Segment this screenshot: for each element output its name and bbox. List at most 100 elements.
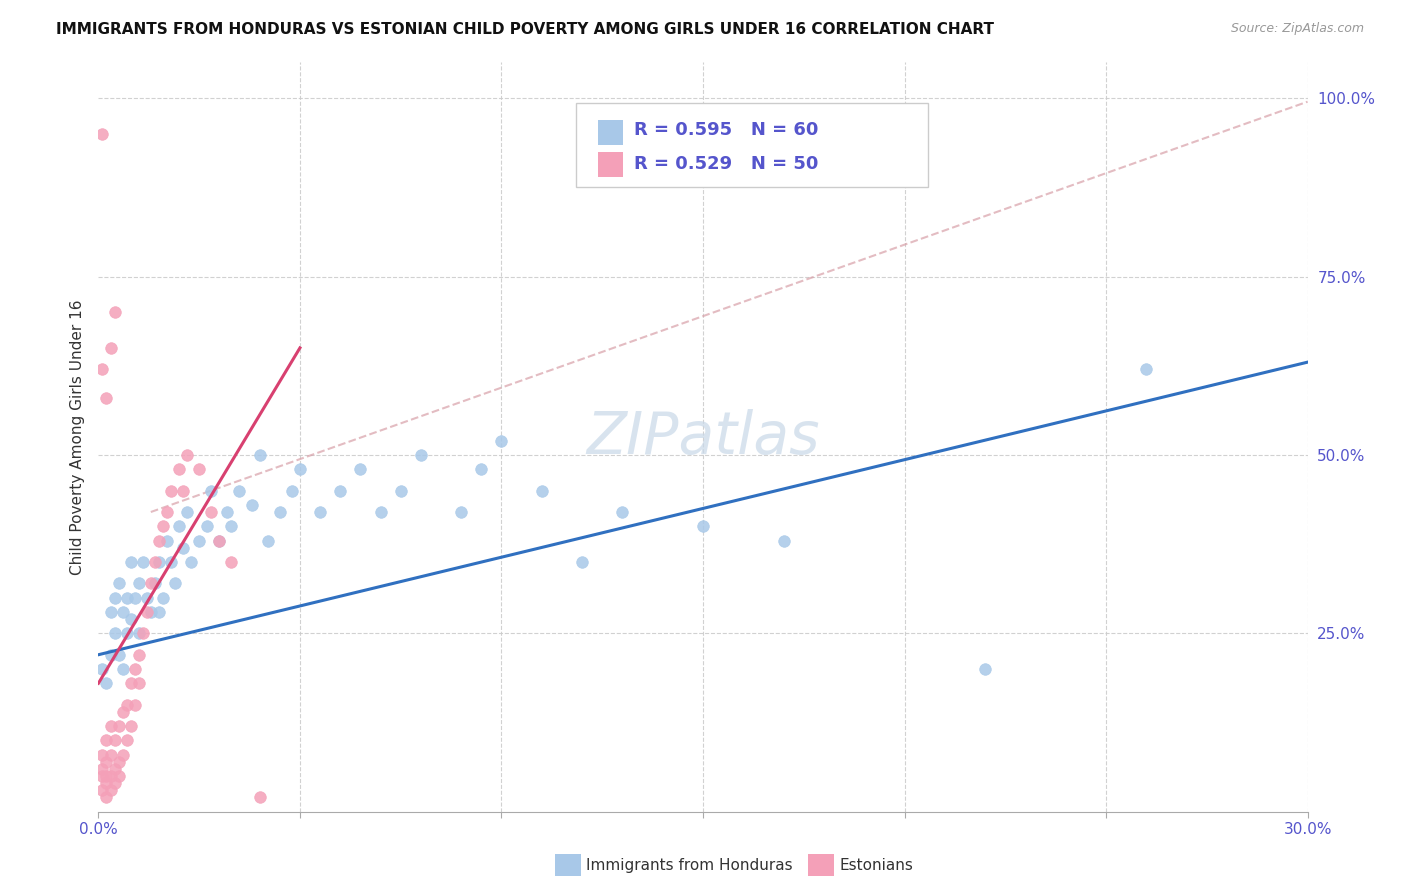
Point bbox=[269, 505, 291, 519]
Point bbox=[148, 555, 170, 569]
Point bbox=[249, 448, 271, 462]
Point bbox=[135, 591, 157, 605]
Text: Estonians: Estonians bbox=[839, 858, 914, 872]
Point bbox=[91, 747, 114, 762]
Point bbox=[288, 462, 311, 476]
Point bbox=[100, 747, 122, 762]
Point bbox=[249, 790, 271, 805]
Point bbox=[91, 762, 114, 776]
Y-axis label: Child Poverty Among Girls Under 16: Child Poverty Among Girls Under 16 bbox=[69, 300, 84, 574]
Point bbox=[100, 341, 122, 355]
Point bbox=[91, 769, 114, 783]
Point bbox=[124, 591, 146, 605]
Point bbox=[100, 605, 122, 619]
Point bbox=[128, 676, 150, 690]
Point bbox=[156, 533, 179, 548]
Point bbox=[188, 462, 211, 476]
Point bbox=[188, 533, 211, 548]
Point bbox=[111, 605, 134, 619]
Point bbox=[124, 662, 146, 676]
Point bbox=[281, 483, 304, 498]
Point bbox=[180, 555, 202, 569]
Point bbox=[120, 612, 142, 626]
Point bbox=[148, 605, 170, 619]
Point bbox=[370, 505, 392, 519]
Point bbox=[107, 576, 129, 591]
Point bbox=[100, 648, 122, 662]
Point bbox=[143, 555, 166, 569]
Point bbox=[115, 733, 138, 747]
Point bbox=[115, 626, 138, 640]
Point bbox=[240, 498, 263, 512]
Point bbox=[107, 719, 129, 733]
Point bbox=[91, 362, 114, 376]
Point bbox=[172, 483, 194, 498]
Point bbox=[208, 533, 231, 548]
Point bbox=[156, 505, 179, 519]
Text: Immigrants from Honduras: Immigrants from Honduras bbox=[586, 858, 793, 872]
Point bbox=[124, 698, 146, 712]
Point bbox=[115, 698, 138, 712]
Point bbox=[103, 776, 125, 790]
Point bbox=[195, 519, 218, 533]
Point bbox=[96, 776, 118, 790]
Point bbox=[96, 769, 118, 783]
Point bbox=[148, 533, 170, 548]
Point bbox=[176, 448, 198, 462]
Point bbox=[139, 576, 162, 591]
Point bbox=[200, 483, 222, 498]
Point bbox=[309, 505, 332, 519]
Point bbox=[530, 483, 553, 498]
Point bbox=[128, 648, 150, 662]
Point bbox=[107, 755, 129, 769]
Point bbox=[100, 769, 122, 783]
Point bbox=[571, 555, 593, 569]
Text: R = 0.595   N = 60: R = 0.595 N = 60 bbox=[634, 121, 818, 139]
Point bbox=[172, 541, 194, 555]
Point bbox=[100, 783, 122, 797]
Point bbox=[208, 533, 231, 548]
Point bbox=[120, 676, 142, 690]
Point bbox=[91, 783, 114, 797]
Point bbox=[91, 662, 114, 676]
Point bbox=[107, 648, 129, 662]
Point bbox=[103, 626, 125, 640]
Point bbox=[111, 705, 134, 719]
Point bbox=[96, 676, 118, 690]
Point bbox=[160, 555, 183, 569]
Point bbox=[217, 505, 239, 519]
Point bbox=[228, 483, 250, 498]
Point bbox=[128, 626, 150, 640]
Point bbox=[329, 483, 352, 498]
Point bbox=[103, 591, 125, 605]
Point bbox=[96, 391, 118, 405]
Point bbox=[1135, 362, 1157, 376]
Point bbox=[143, 576, 166, 591]
Point bbox=[115, 591, 138, 605]
Point bbox=[167, 519, 190, 533]
Point bbox=[139, 605, 162, 619]
Point bbox=[96, 733, 118, 747]
Point bbox=[103, 305, 125, 319]
Point bbox=[96, 755, 118, 769]
Point bbox=[167, 462, 190, 476]
Point bbox=[128, 576, 150, 591]
Point bbox=[772, 533, 794, 548]
Text: ZIPatlas: ZIPatlas bbox=[586, 409, 820, 466]
Point bbox=[132, 555, 155, 569]
Point bbox=[256, 533, 278, 548]
Point bbox=[132, 626, 155, 640]
Point bbox=[349, 462, 371, 476]
Point bbox=[176, 505, 198, 519]
Point bbox=[103, 762, 125, 776]
Point bbox=[612, 505, 634, 519]
Point bbox=[221, 519, 243, 533]
Point bbox=[450, 505, 472, 519]
Point bbox=[111, 662, 134, 676]
Point bbox=[221, 555, 243, 569]
Point bbox=[120, 555, 142, 569]
Point bbox=[100, 719, 122, 733]
Point bbox=[692, 519, 714, 533]
Point bbox=[152, 591, 174, 605]
Point bbox=[107, 769, 129, 783]
